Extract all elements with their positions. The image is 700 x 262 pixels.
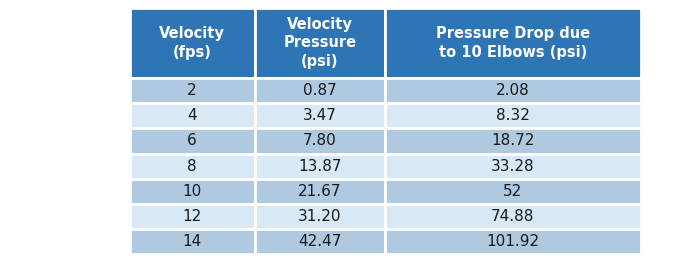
Bar bbox=[130, 179, 255, 204]
Bar bbox=[385, 154, 640, 179]
Bar bbox=[255, 179, 385, 204]
Bar bbox=[130, 154, 255, 179]
Text: Velocity
(fps): Velocity (fps) bbox=[159, 26, 225, 60]
Text: 33.28: 33.28 bbox=[491, 159, 535, 174]
Bar bbox=[385, 179, 640, 204]
Text: 2.08: 2.08 bbox=[496, 83, 530, 98]
Text: 2: 2 bbox=[188, 83, 197, 98]
Text: 21.67: 21.67 bbox=[298, 184, 342, 199]
Text: 31.20: 31.20 bbox=[298, 209, 342, 224]
Text: 74.88: 74.88 bbox=[491, 209, 534, 224]
Bar bbox=[255, 128, 385, 154]
Bar bbox=[130, 8, 255, 78]
Bar bbox=[130, 204, 255, 229]
Text: 10: 10 bbox=[183, 184, 202, 199]
Bar bbox=[385, 128, 640, 154]
Bar bbox=[255, 204, 385, 229]
Text: 7.80: 7.80 bbox=[303, 133, 337, 149]
Text: 101.92: 101.92 bbox=[486, 234, 539, 249]
Bar bbox=[255, 103, 385, 128]
Bar bbox=[385, 229, 640, 254]
Text: 13.87: 13.87 bbox=[298, 159, 342, 174]
Bar bbox=[255, 78, 385, 103]
Text: Pressure Drop due
to 10 Elbows (psi): Pressure Drop due to 10 Elbows (psi) bbox=[435, 26, 590, 60]
Text: 42.47: 42.47 bbox=[298, 234, 342, 249]
Bar bbox=[130, 103, 255, 128]
Bar bbox=[385, 103, 640, 128]
Text: 0.87: 0.87 bbox=[303, 83, 337, 98]
Text: 4: 4 bbox=[188, 108, 197, 123]
Text: 14: 14 bbox=[183, 234, 202, 249]
Bar bbox=[130, 229, 255, 254]
Text: Velocity
Pressure
(psi): Velocity Pressure (psi) bbox=[284, 17, 356, 69]
Text: 52: 52 bbox=[503, 184, 522, 199]
Text: 12: 12 bbox=[183, 209, 202, 224]
Text: 8.32: 8.32 bbox=[496, 108, 530, 123]
Bar bbox=[130, 78, 255, 103]
Text: 8: 8 bbox=[188, 159, 197, 174]
Bar bbox=[130, 128, 255, 154]
Bar bbox=[255, 229, 385, 254]
Bar bbox=[385, 78, 640, 103]
Bar bbox=[255, 8, 385, 78]
Bar bbox=[385, 8, 640, 78]
Bar bbox=[385, 204, 640, 229]
Bar bbox=[255, 154, 385, 179]
Text: 3.47: 3.47 bbox=[303, 108, 337, 123]
Text: 6: 6 bbox=[187, 133, 197, 149]
Text: 18.72: 18.72 bbox=[491, 133, 534, 149]
